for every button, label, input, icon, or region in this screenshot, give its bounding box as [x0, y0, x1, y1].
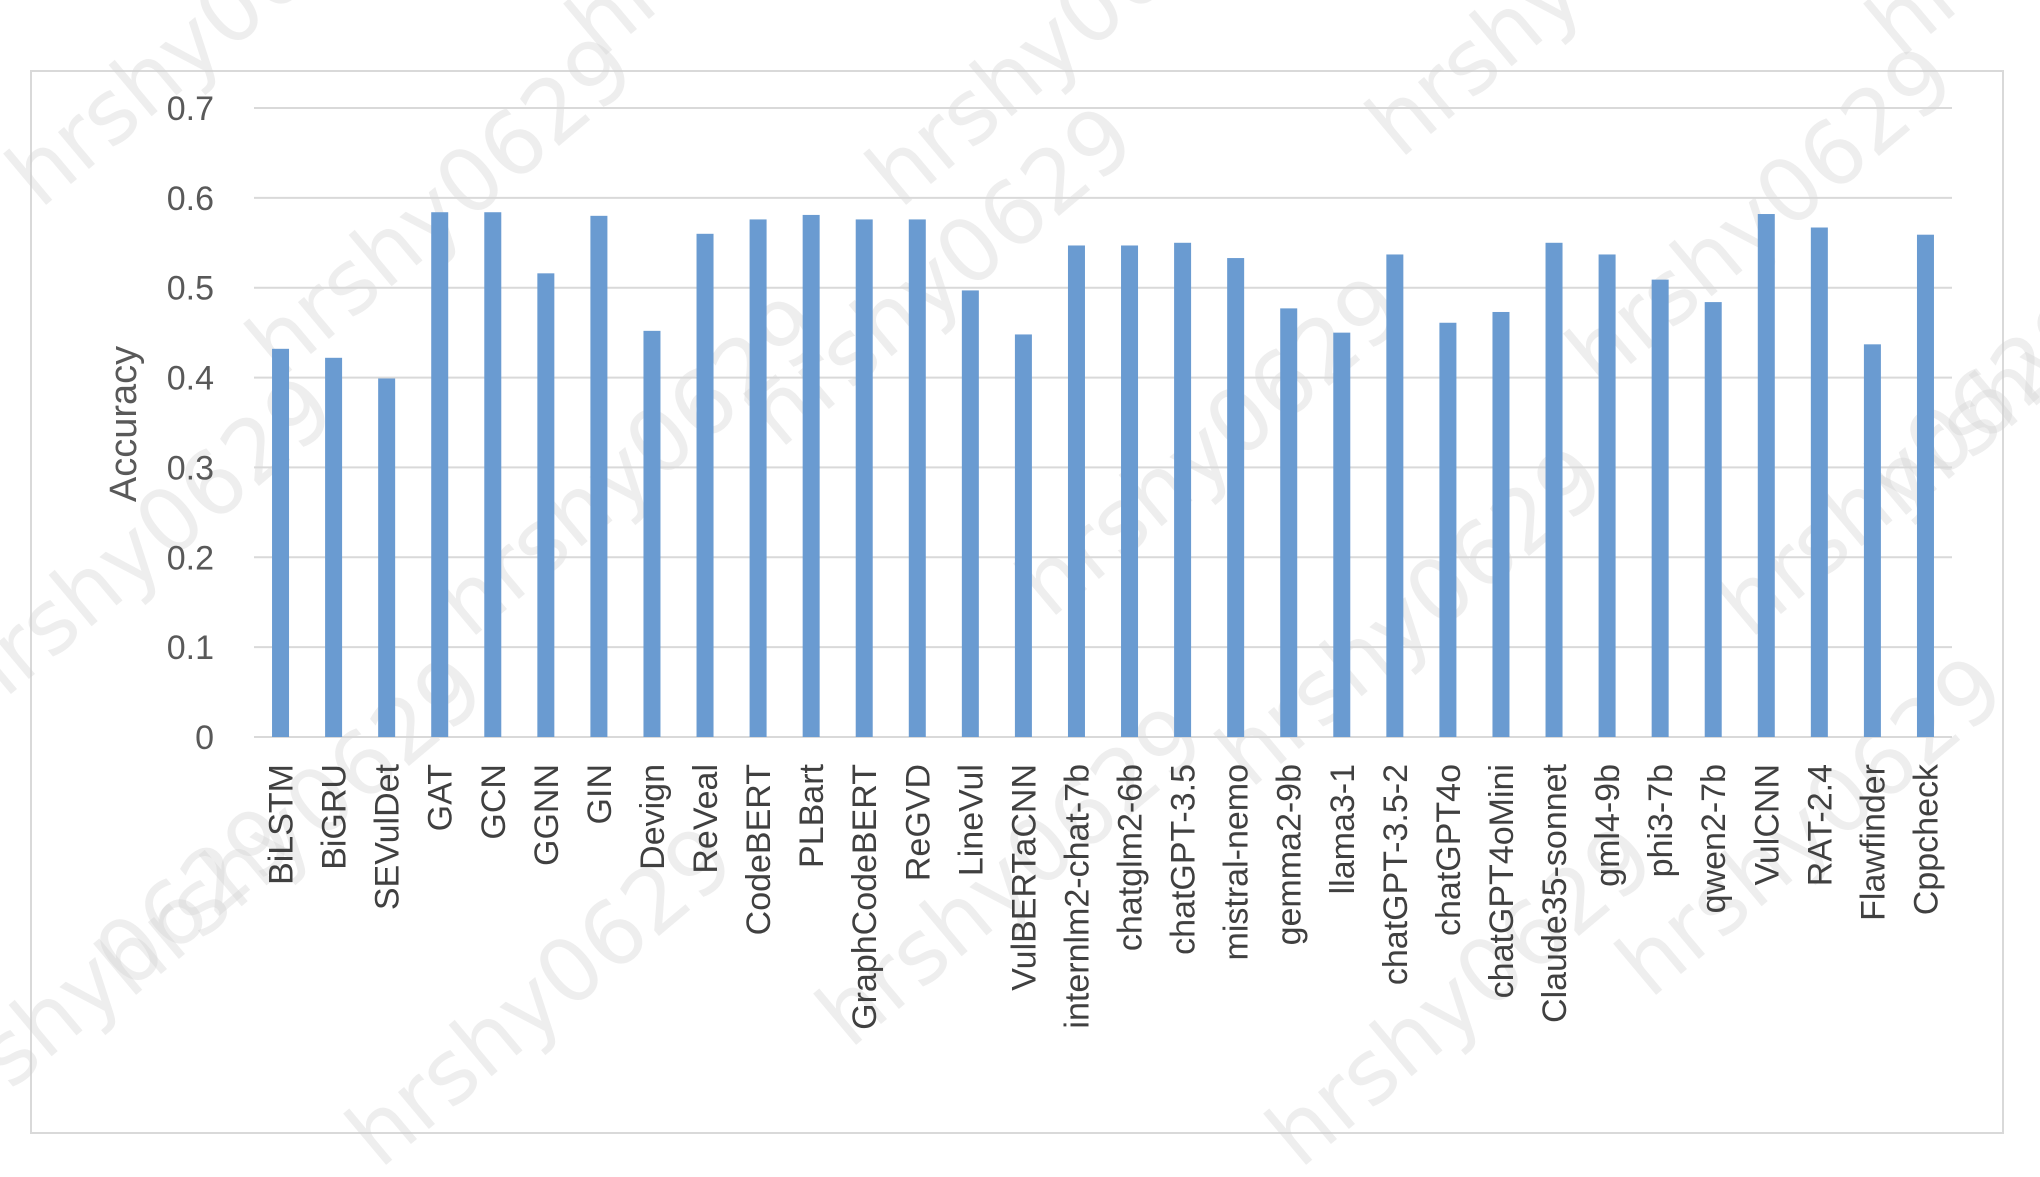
bar — [484, 212, 502, 738]
y-tick-label: 0 — [195, 719, 214, 757]
x-tick-label: GAT — [422, 764, 460, 831]
bar — [1704, 302, 1722, 737]
x-tick-label: BiLSTM — [263, 764, 301, 885]
bar — [749, 219, 767, 737]
x-tick-label: Devign — [634, 764, 672, 870]
x-tick-label: phi3-7b — [1642, 764, 1680, 877]
bar — [1545, 242, 1563, 738]
bar — [1810, 227, 1828, 737]
bar — [431, 212, 449, 738]
x-tick-label: ReGVD — [899, 764, 937, 881]
y-axis-ticks: 0 0.1 0.2 0.3 0.4 0.5 0.6 0.7 — [167, 90, 214, 757]
x-tick-label: GraphCodeBERT — [846, 764, 884, 1030]
bar — [272, 348, 290, 737]
y-tick-label: 0.2 — [167, 539, 214, 577]
bar — [1174, 242, 1192, 738]
x-tick-label: VulCNN — [1748, 764, 1786, 886]
bar — [537, 273, 555, 737]
bar — [1492, 311, 1510, 737]
x-tick-label: GIN — [581, 764, 619, 824]
watermark-text: hrshy0629 — [417, 275, 843, 656]
bar — [908, 219, 926, 737]
x-tick-label: SEVulDet — [369, 763, 407, 910]
x-tick-label: Cppcheck — [1907, 763, 1945, 915]
bar — [1863, 344, 1881, 737]
x-tick-label: BiGRU — [316, 764, 354, 870]
x-tick-label: qwen2-7b — [1695, 764, 1733, 913]
gridlines — [254, 107, 1952, 738]
x-tick-label: gml4-9b — [1589, 764, 1627, 887]
x-tick-label: chatGPT-3.5-2 — [1377, 764, 1415, 985]
y-axis-title: Accuracy — [103, 346, 145, 502]
bar — [1067, 245, 1085, 737]
bar — [696, 233, 714, 738]
x-tick-label: PLBart — [793, 763, 831, 867]
x-tick-label: chatGPT4oMini — [1483, 764, 1521, 998]
bar — [1386, 254, 1404, 737]
x-tick-label: mistral-nemo — [1218, 764, 1256, 960]
bar — [378, 378, 396, 737]
bar — [802, 214, 820, 737]
y-tick-label: 0.6 — [167, 180, 214, 218]
bar — [1598, 254, 1616, 737]
bar — [1916, 234, 1934, 737]
bar — [590, 215, 608, 738]
x-tick-label: ReVeal — [687, 764, 725, 874]
bar — [325, 357, 343, 737]
bars — [272, 212, 1934, 738]
x-tick-label: LineVul — [952, 764, 990, 876]
x-tick-label: chatGPT4o — [1430, 764, 1468, 936]
x-tick-label: GCN — [475, 764, 513, 840]
x-tick-label: chatglm2-6b — [1112, 764, 1150, 951]
bar — [1439, 322, 1457, 737]
x-tick-label: chatGPT-3.5 — [1165, 764, 1203, 955]
x-tick-label: Flawfinder — [1854, 764, 1892, 921]
bar — [1651, 279, 1669, 737]
bar — [1227, 258, 1245, 737]
x-tick-label: internlm2-chat-7b — [1058, 764, 1096, 1029]
watermark-text: hrshy0629 — [997, 255, 1423, 636]
y-tick-label: 0.3 — [167, 449, 214, 487]
chart-frame — [30, 70, 2004, 1134]
x-tick-label: CodeBERT — [740, 764, 778, 935]
bar — [1333, 332, 1351, 737]
x-tick-label: RAT-2.4 — [1801, 764, 1839, 886]
bar — [1280, 308, 1298, 737]
watermark-text: hrshy0629 — [1347, 0, 1773, 176]
y-tick-label: 0.5 — [167, 270, 214, 308]
y-tick-label: 0.7 — [167, 90, 214, 128]
x-tick-label: GGNN — [528, 764, 566, 866]
bar — [1014, 334, 1032, 737]
x-tick-label: VulBERTaCNN — [1005, 764, 1043, 991]
x-axis-labels: BiLSTM BiGRU SEVulDet GAT GCN GGNN GIN Devign Re… — [263, 763, 1946, 1030]
x-tick-label: llama3-1 — [1324, 764, 1362, 894]
x-tick-label: Claude35-sonnet — [1536, 763, 1574, 1023]
bar — [961, 290, 979, 737]
y-tick-label: 0.1 — [167, 629, 214, 667]
bar — [855, 219, 873, 737]
bar — [643, 330, 661, 737]
x-tick-label: gemma2-9b — [1271, 764, 1309, 945]
bar — [1757, 214, 1775, 737]
y-tick-label: 0.4 — [167, 360, 214, 398]
bar — [1121, 245, 1139, 737]
